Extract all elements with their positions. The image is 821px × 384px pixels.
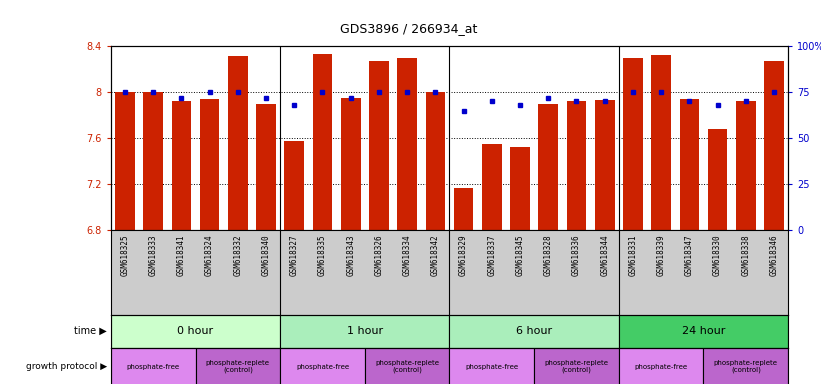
- Bar: [680, 99, 699, 230]
- Bar: [369, 61, 389, 230]
- Text: phosphate-free: phosphate-free: [296, 364, 349, 370]
- Bar: [482, 144, 502, 230]
- Text: GSM618327: GSM618327: [290, 235, 299, 276]
- Bar: [228, 56, 248, 230]
- Text: phosphate-free: phosphate-free: [466, 364, 518, 370]
- Bar: [172, 101, 191, 230]
- Bar: [256, 104, 276, 230]
- Text: GSM618332: GSM618332: [233, 235, 242, 276]
- Bar: [623, 58, 643, 230]
- Bar: [425, 92, 445, 230]
- Text: GSM618335: GSM618335: [318, 235, 327, 276]
- Bar: [651, 55, 671, 230]
- Text: GSM618324: GSM618324: [205, 235, 214, 276]
- Bar: [144, 92, 163, 230]
- Bar: [341, 98, 360, 230]
- Bar: [280, 348, 365, 384]
- Text: 6 hour: 6 hour: [516, 326, 553, 336]
- Text: GSM618329: GSM618329: [459, 235, 468, 276]
- Text: time ▶: time ▶: [74, 326, 107, 336]
- Bar: [539, 104, 558, 230]
- Text: GSM618326: GSM618326: [374, 235, 383, 276]
- Text: GSM618333: GSM618333: [149, 235, 158, 276]
- Bar: [619, 315, 788, 348]
- Text: 24 hour: 24 hour: [681, 326, 725, 336]
- Text: GSM618330: GSM618330: [713, 235, 722, 276]
- Bar: [454, 188, 474, 230]
- Bar: [595, 100, 615, 230]
- Text: GSM618331: GSM618331: [628, 235, 637, 276]
- Text: GSM618343: GSM618343: [346, 235, 355, 276]
- Bar: [450, 348, 534, 384]
- Bar: [111, 348, 195, 384]
- Text: GSM618336: GSM618336: [572, 235, 581, 276]
- Bar: [704, 348, 788, 384]
- Text: GSM618328: GSM618328: [544, 235, 553, 276]
- Text: GSM618347: GSM618347: [685, 235, 694, 276]
- Text: GSM618344: GSM618344: [600, 235, 609, 276]
- Bar: [284, 141, 304, 230]
- Text: 1 hour: 1 hour: [346, 326, 383, 336]
- Bar: [280, 315, 450, 348]
- Text: GSM618338: GSM618338: [741, 235, 750, 276]
- Text: GSM618345: GSM618345: [516, 235, 525, 276]
- Bar: [313, 54, 333, 230]
- Bar: [115, 92, 135, 230]
- Text: 0 hour: 0 hour: [177, 326, 213, 336]
- Text: GSM618339: GSM618339: [657, 235, 666, 276]
- Bar: [736, 101, 755, 230]
- Bar: [764, 61, 784, 230]
- Text: phosphate-free: phosphate-free: [635, 364, 688, 370]
- Text: GSM618325: GSM618325: [121, 235, 130, 276]
- Text: GSM618340: GSM618340: [262, 235, 271, 276]
- Bar: [195, 348, 280, 384]
- Text: GSM618337: GSM618337: [488, 235, 497, 276]
- Bar: [708, 129, 727, 230]
- Bar: [450, 315, 619, 348]
- Text: GDS3896 / 266934_at: GDS3896 / 266934_at: [340, 22, 477, 35]
- Bar: [619, 348, 704, 384]
- Bar: [397, 58, 417, 230]
- Text: phosphate-replete
(control): phosphate-replete (control): [713, 360, 777, 373]
- Text: GSM618334: GSM618334: [402, 235, 411, 276]
- Text: phosphate-replete
(control): phosphate-replete (control): [206, 360, 270, 373]
- Text: GSM618342: GSM618342: [431, 235, 440, 276]
- Bar: [111, 315, 280, 348]
- Bar: [200, 99, 219, 230]
- Text: GSM618341: GSM618341: [177, 235, 186, 276]
- Bar: [510, 147, 530, 230]
- Text: phosphate-replete
(control): phosphate-replete (control): [544, 360, 608, 373]
- Bar: [566, 101, 586, 230]
- Text: growth protocol ▶: growth protocol ▶: [25, 362, 107, 371]
- Text: GSM618346: GSM618346: [769, 235, 778, 276]
- Bar: [365, 348, 450, 384]
- Bar: [534, 348, 619, 384]
- Text: phosphate-free: phosphate-free: [126, 364, 180, 370]
- Text: phosphate-replete
(control): phosphate-replete (control): [375, 360, 439, 373]
